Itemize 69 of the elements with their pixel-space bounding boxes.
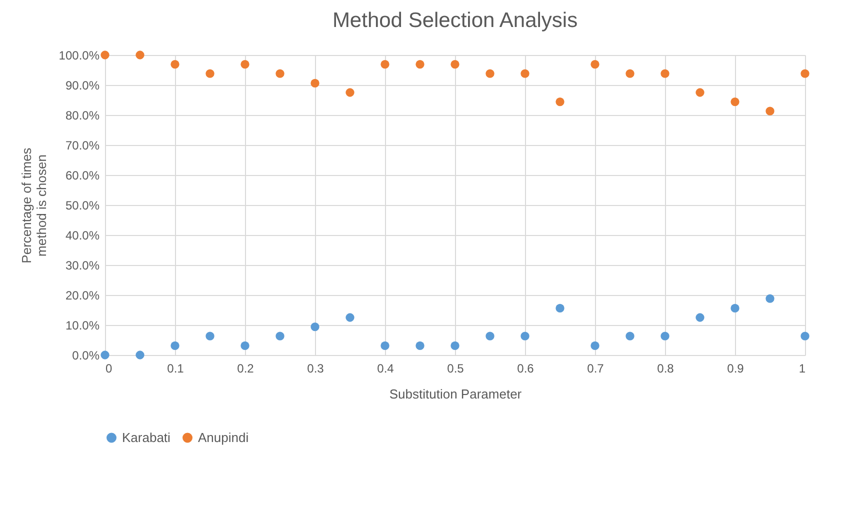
point: [660, 332, 670, 340]
x-tick-label: 0.2: [237, 362, 254, 376]
point: [380, 341, 390, 350]
point: [556, 304, 564, 313]
y-tick-label: 80.0%: [65, 108, 100, 122]
x-tick-label: 0: [106, 362, 112, 376]
point: [486, 69, 494, 78]
point: [206, 332, 214, 340]
x-tick-label: 0.6: [517, 362, 534, 376]
y-tick-label: 30.0%: [65, 258, 100, 272]
point: [276, 69, 284, 78]
y-tick-label: 90.0%: [65, 78, 100, 92]
point: [346, 88, 354, 97]
point: [626, 69, 634, 78]
point: [206, 69, 214, 78]
x-tick-label: 0.3: [307, 362, 324, 376]
x-tick-label: 0.5: [447, 362, 464, 376]
legend-label: Anupindi: [198, 430, 249, 445]
point: [626, 332, 634, 340]
x-tick-label: 0.4: [377, 362, 394, 376]
point: [136, 350, 144, 360]
point: [380, 60, 390, 69]
point: [766, 294, 774, 303]
point: [766, 106, 774, 116]
point: [136, 50, 144, 60]
y-tick-label: 60.0%: [65, 168, 100, 182]
point: [170, 341, 180, 350]
y-axis-title: Percentage of times method is chosen: [18, 147, 49, 264]
y-tick-label: 20.0%: [65, 288, 100, 302]
point: [416, 60, 424, 69]
point: [346, 313, 354, 322]
x-tick-label: 0.9: [727, 362, 744, 376]
y-tick-label: 70.0%: [65, 138, 100, 152]
point: [696, 313, 704, 322]
point: [310, 78, 320, 88]
point: [486, 332, 494, 340]
point: [800, 69, 810, 78]
point: [310, 322, 320, 332]
point: [520, 332, 530, 340]
point: [416, 341, 424, 350]
y-tick-label: 100.0%: [58, 48, 100, 62]
x-tick-label: 0.1: [167, 362, 184, 376]
x-tick-label: 0.8: [657, 362, 674, 376]
point: [240, 341, 250, 350]
point: [590, 60, 600, 69]
point: [450, 341, 460, 350]
point: [276, 332, 284, 340]
point: [556, 97, 564, 106]
point: [170, 60, 180, 69]
point: [100, 350, 110, 360]
point: [696, 88, 704, 97]
y-tick-label: 40.0%: [65, 228, 100, 242]
point: [450, 60, 460, 69]
point: [100, 50, 110, 60]
legend-label: Karabati: [122, 430, 171, 445]
x-axis-title: Substitution Parameter: [389, 386, 522, 402]
y-tick-label: 0.0%: [72, 348, 100, 362]
point: [800, 332, 810, 340]
point: [520, 69, 530, 78]
x-tick-label: 1: [798, 362, 806, 376]
x-tick-label: 0.7: [587, 362, 604, 376]
point: [590, 341, 600, 350]
y-tick-label: 50.0%: [65, 198, 100, 212]
y-tick-label: 10.0%: [65, 318, 100, 332]
chart-title: Method Selection Analysis: [332, 9, 578, 32]
point: [730, 97, 740, 106]
point: [240, 60, 250, 69]
point: [660, 69, 670, 78]
point: [730, 304, 740, 313]
